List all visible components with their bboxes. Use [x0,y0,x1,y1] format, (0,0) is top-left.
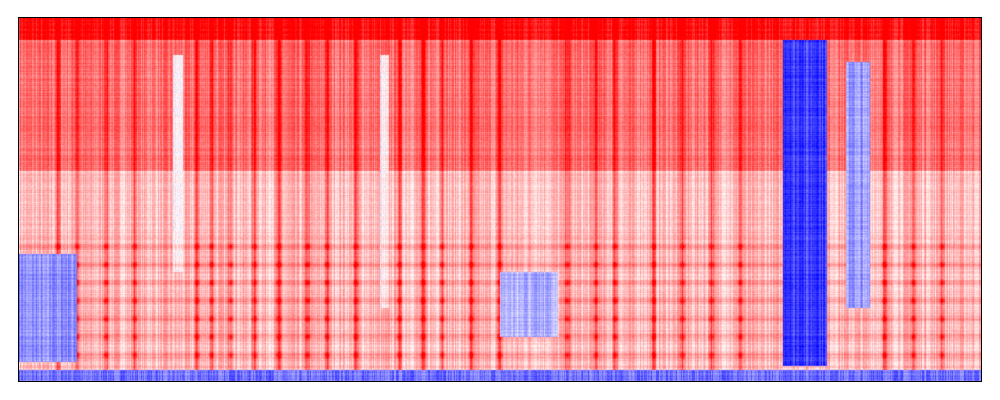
heatmap-plot-area [18,17,982,382]
heatmap-image [19,18,981,381]
